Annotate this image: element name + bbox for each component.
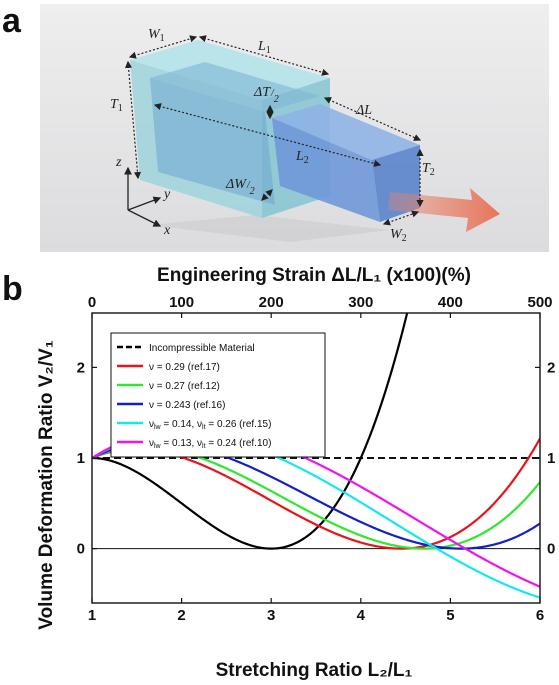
x2-tick-label: 400 <box>438 294 463 311</box>
x2-tick-label: 0 <box>88 294 96 311</box>
panel-b-letter: b <box>2 270 23 308</box>
y2-tick-label: 2 <box>547 359 555 376</box>
legend-entry: Incompressible Material <box>149 343 255 354</box>
legend-entry: νlw = 0.13, νlt = 0.24 (ref.10) <box>149 438 271 450</box>
x-tick-label: 3 <box>267 607 275 624</box>
series-line-1 <box>92 313 409 550</box>
y-tick-label: 2 <box>77 359 85 376</box>
t1-label: T1 <box>110 97 123 114</box>
block-shadow <box>150 215 390 242</box>
x-tick-label: 4 <box>357 607 366 624</box>
bottom-axis-label: Stretching Ratio L₂/L₁ <box>216 660 413 681</box>
left-axis-label: Volume Deformation Ratio V₂/V₁ <box>36 340 57 630</box>
legend-entry: ν = 0.27 (ref.12) <box>149 381 220 392</box>
reference-lines <box>92 457 540 550</box>
x-tick-label: 6 <box>536 607 544 624</box>
y2-tick-label: 0 <box>547 541 555 558</box>
inner-core-top <box>150 62 320 112</box>
x2-tick-label: 500 <box>527 294 552 311</box>
coordinate-axes <box>124 166 162 227</box>
axis-ticks: 1 2 3 4 5 6 0 100 200 300 400 500 0 0 1 1 2 2 <box>77 294 556 624</box>
x-tick-label: 2 <box>177 607 185 624</box>
legend-entry: νlw = 0.14, νlt = 0.26 (ref.15) <box>149 419 271 431</box>
legend-entry: ν = 0.243 (ref.16) <box>149 400 225 411</box>
t2-label: T2 <box>422 161 435 178</box>
legend: Incompressible Material ν = 0.29 (ref.17)… <box>110 332 326 458</box>
dw-label: ΔW/2 <box>225 177 255 197</box>
dimension-lines <box>124 35 424 226</box>
y2-tick-label: 1 <box>547 450 555 467</box>
panel-a-letter: a <box>2 2 22 40</box>
x-tick-label: 1 <box>88 607 96 624</box>
top-axis-label: Engineering Strain ΔL/L₁ (x100)(%) <box>157 265 471 286</box>
axis-y-label: y <box>162 187 171 202</box>
legend-entry: ν = 0.29 (ref.17) <box>149 362 220 373</box>
volume-ratio-chart: 1 2 3 4 5 6 0 100 200 300 400 500 0 0 1 1 2 2 Incompressi… <box>77 294 556 624</box>
axis-x-label: x <box>163 223 171 238</box>
legend-box <box>110 332 326 458</box>
panel-a-illustration: W1 L1 T1 ΔT/2 ΔL L2 T2 ΔW/2 W2 z y x <box>40 4 549 252</box>
stretch-arrow <box>388 188 500 232</box>
dl-label: ΔL <box>355 103 372 118</box>
dt-label: ΔT/2 <box>253 85 279 105</box>
x2-tick-label: 100 <box>169 294 194 311</box>
x-tick-label: 5 <box>446 607 454 624</box>
x2-tick-label: 200 <box>259 294 284 311</box>
y-tick-label: 0 <box>77 541 85 558</box>
x2-tick-label: 300 <box>348 294 373 311</box>
axis-z-label: z <box>115 155 122 170</box>
w2-label: W2 <box>390 227 407 244</box>
l2-label: L2 <box>295 149 309 166</box>
l1-label: L1 <box>257 39 271 56</box>
w1-label: W1 <box>148 27 165 44</box>
y-tick-label: 1 <box>77 450 85 467</box>
